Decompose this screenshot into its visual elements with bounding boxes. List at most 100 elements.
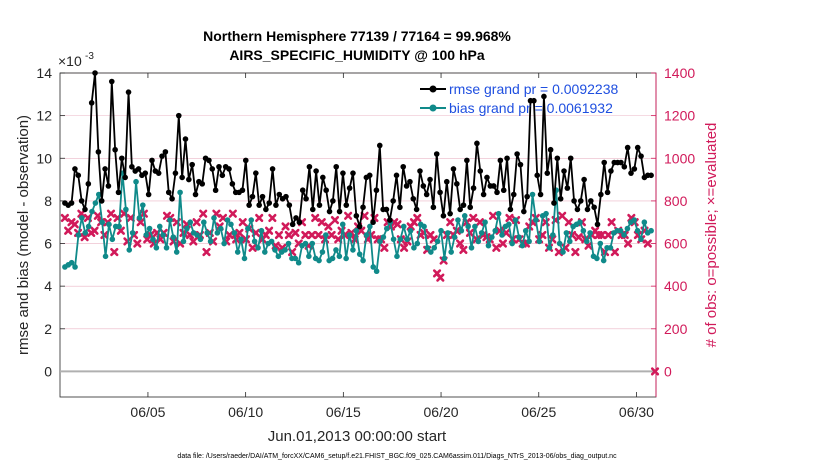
bias-point xyxy=(177,189,183,196)
rmse-point xyxy=(547,146,554,153)
obs-point xyxy=(228,209,237,218)
rmse-point xyxy=(313,168,319,174)
rmse-point xyxy=(229,181,236,187)
rmse-point xyxy=(135,166,142,172)
obs-point xyxy=(274,230,284,240)
rmse-point xyxy=(309,206,316,213)
rmse-point xyxy=(199,181,206,187)
bias-point xyxy=(194,232,200,238)
x-tick-label: 06/10 xyxy=(228,404,263,420)
rmse-point xyxy=(464,157,470,164)
y-right-tick-label: 800 xyxy=(664,193,688,209)
obs-point xyxy=(93,211,102,220)
bias-point xyxy=(580,227,587,234)
rmse-point xyxy=(289,221,296,228)
bias-point xyxy=(587,230,593,236)
rmse-point xyxy=(189,161,195,168)
rmse-point xyxy=(443,178,450,185)
obs-point xyxy=(455,239,465,248)
bias-point xyxy=(75,232,82,238)
rmse-point xyxy=(437,189,443,196)
bias-point xyxy=(201,219,207,226)
rmse-point xyxy=(182,136,189,142)
bias-point xyxy=(262,249,268,255)
bias-point xyxy=(526,238,532,245)
rmse-point xyxy=(517,161,524,168)
bias-point xyxy=(207,238,214,245)
rmse-point xyxy=(393,172,400,179)
rmse-point xyxy=(266,200,273,206)
rmse-point xyxy=(440,213,447,219)
obs-point xyxy=(202,247,211,257)
rmse-point xyxy=(477,168,484,174)
rmse-point xyxy=(571,198,577,204)
rmse-point xyxy=(490,183,497,189)
obs-point xyxy=(607,218,616,227)
y-exponent-base: ×10 xyxy=(58,53,82,69)
bias-point xyxy=(458,227,465,234)
rmse-point xyxy=(420,183,427,189)
rmse-point xyxy=(360,204,366,211)
bias-point xyxy=(333,247,339,253)
bias-point xyxy=(543,210,549,217)
y-axis-left-label: rmse and bias (model - observation) xyxy=(15,115,32,355)
bias-point xyxy=(522,227,529,234)
rmse-point xyxy=(246,202,252,208)
rmse-point xyxy=(122,174,128,181)
rmse-point xyxy=(88,100,95,106)
rmse-point xyxy=(239,187,246,194)
bias-point xyxy=(421,223,427,230)
bias-point xyxy=(499,232,505,238)
rmse-point xyxy=(423,191,430,198)
obs-point xyxy=(307,230,316,240)
obs-point xyxy=(446,218,455,227)
bias-point xyxy=(505,221,512,228)
bias-point xyxy=(631,217,637,223)
rmse-point xyxy=(82,206,88,213)
bias-point xyxy=(356,251,363,257)
bias-point xyxy=(272,247,278,253)
rmse-point xyxy=(460,202,467,208)
obs-point xyxy=(90,226,99,235)
bias-point xyxy=(234,249,241,255)
rmse-point xyxy=(638,153,644,159)
bias-point xyxy=(411,244,417,251)
bias-point xyxy=(594,255,600,262)
rmse-point xyxy=(467,204,474,211)
bias-point xyxy=(140,202,146,208)
obs-point xyxy=(199,209,208,218)
rmse-point xyxy=(450,166,457,172)
obs-point xyxy=(623,239,633,248)
chart-title-line1: Northern Hemisphere 77139 / 77164 = 99.9… xyxy=(203,28,511,44)
rmse-point xyxy=(484,174,490,181)
rmse-point xyxy=(326,208,333,215)
bias-point xyxy=(455,217,461,223)
obs-point xyxy=(106,209,116,218)
bias-point xyxy=(180,238,187,245)
bias-point xyxy=(116,223,122,230)
bias-point xyxy=(489,234,495,240)
rmse-point xyxy=(219,172,226,179)
obs-point xyxy=(284,230,293,240)
bias-point xyxy=(373,268,380,275)
rmse-point xyxy=(598,191,604,198)
bias-point xyxy=(163,244,170,251)
bias-point xyxy=(89,208,95,215)
obs-point xyxy=(238,218,247,227)
bias-point xyxy=(350,247,356,253)
chart-title-line2: AIRS_SPECIFIC_HUMIDITY @ 100 hPa xyxy=(229,47,485,63)
bias-point xyxy=(170,234,177,240)
rmse-point xyxy=(454,181,460,187)
rmse-point xyxy=(433,151,440,157)
bias-point xyxy=(268,238,275,245)
rmse-point xyxy=(366,172,373,179)
bias-point xyxy=(560,249,566,255)
rmse-point xyxy=(648,172,654,179)
bias-point xyxy=(414,240,421,247)
rmse-point xyxy=(390,198,396,204)
rmse-point xyxy=(507,206,514,213)
bias-point xyxy=(367,223,373,230)
y-right-tick-label: 200 xyxy=(664,321,688,337)
bias-point xyxy=(295,259,302,266)
